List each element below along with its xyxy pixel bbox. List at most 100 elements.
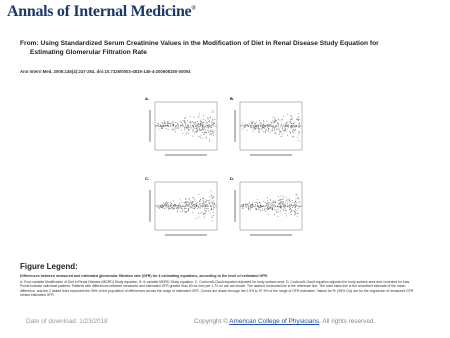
scatter-dot — [262, 126, 263, 128]
scatter-dot — [208, 130, 209, 132]
scatter-dot — [280, 211, 282, 213]
scatter-dot — [195, 126, 197, 127]
scatter-dot — [287, 128, 289, 130]
scatter-dot — [192, 208, 194, 210]
scatter-dot — [211, 133, 213, 134]
scatter-dot — [198, 126, 200, 128]
scatter-dot — [286, 125, 288, 127]
scatter-dot — [195, 123, 197, 125]
scatter-dot — [268, 202, 270, 204]
scatter-dot — [257, 203, 258, 204]
scatter-dot — [188, 129, 190, 131]
scatter-dot — [177, 206, 179, 208]
publisher-link[interactable]: American College of Physicians — [229, 318, 320, 325]
scatter-dot — [199, 126, 201, 128]
scatter-dot — [272, 130, 274, 131]
scatter-dot — [168, 123, 170, 125]
scatter-dot — [164, 122, 166, 124]
scatter-dot — [212, 202, 214, 204]
scatter-dot — [284, 128, 286, 130]
scatter-dot — [262, 127, 264, 128]
scatter-dot — [279, 131, 281, 133]
scatter-dot — [178, 124, 180, 126]
scatter-dot — [173, 127, 175, 129]
scatter-dot — [262, 127, 264, 129]
scatter-dot — [252, 206, 254, 208]
scatter-dot — [290, 212, 291, 213]
scatter-dot — [256, 127, 258, 129]
scatter-dot — [198, 130, 200, 131]
panel: D. — [230, 176, 303, 236]
scatter-dot — [263, 119, 265, 121]
scatter-dot — [273, 121, 275, 123]
scatter-dot — [251, 207, 253, 209]
r2-box — [244, 222, 270, 226]
scatter-dot — [187, 208, 189, 210]
scatter-dot — [251, 121, 253, 123]
scatter-dot — [291, 207, 293, 209]
scatter-dot — [160, 126, 162, 128]
scatter-dot — [212, 132, 214, 134]
scatter-dot — [161, 121, 163, 123]
scatter-dot — [196, 124, 198, 126]
scatter-dot — [198, 123, 200, 125]
scatter-dot — [202, 124, 204, 126]
scatter-dot — [213, 202, 215, 203]
scatter-dot — [284, 127, 286, 129]
scatter-dot — [180, 208, 182, 210]
scatter-dot — [292, 131, 293, 133]
scatter-dot — [172, 121, 174, 123]
scatter-dot — [159, 124, 161, 126]
scatter-dot — [189, 197, 191, 199]
scatter-dot — [193, 201, 194, 203]
scatter-dot — [263, 130, 265, 132]
scatter-dot — [195, 131, 197, 133]
citation: Ann Intern Med. 2006;145(4):247-254. doi… — [20, 69, 191, 74]
scatter-dot — [211, 194, 213, 196]
scatter-dot — [163, 125, 165, 126]
scatter-dot — [187, 201, 189, 203]
scatter-dot — [209, 203, 211, 205]
scatter-dot — [191, 128, 193, 130]
scatter-dot — [176, 122, 178, 124]
scatter-dot — [242, 207, 244, 209]
scatter-dot — [172, 200, 174, 202]
scatter-dot — [281, 126, 283, 128]
scatter-dot — [296, 202, 298, 204]
scatter-dot — [196, 132, 198, 133]
scatter-dot — [284, 130, 286, 132]
scatter-dot — [294, 121, 296, 123]
scatter-dot — [171, 121, 173, 123]
scatter-dot — [212, 119, 214, 121]
panel-label: A. — [145, 96, 149, 101]
scatter-dot — [275, 209, 277, 211]
scatter-dot — [212, 197, 214, 199]
scatter-dot — [266, 121, 268, 123]
scatter-dot — [288, 198, 290, 200]
scatter-dot — [205, 123, 207, 125]
scatter-dot — [207, 118, 209, 120]
scatter-dot — [294, 211, 296, 213]
scatter-dot — [256, 208, 258, 210]
scatter-dot — [211, 127, 213, 129]
scatter-dot — [190, 207, 192, 209]
scatter-dot — [189, 121, 191, 123]
scatter-dot — [192, 135, 194, 137]
scatter-dot — [244, 124, 246, 126]
scatter-dot — [289, 204, 291, 206]
scatter-dot — [186, 201, 188, 203]
scatter-dot — [209, 133, 211, 135]
scatter-dot — [278, 128, 280, 130]
scatter-dot — [292, 117, 293, 119]
scatter-dot — [165, 202, 167, 204]
scatter-dot — [257, 206, 259, 207]
scatter-dot — [210, 202, 212, 204]
scatter-dot — [258, 208, 260, 210]
scatter-dot — [269, 124, 271, 126]
scatter-dot — [278, 206, 280, 208]
scatter-dot — [274, 132, 276, 134]
scatter-dot — [246, 124, 248, 126]
scatter-dot — [166, 201, 168, 203]
scatter-dot — [185, 123, 187, 125]
scatter-dot — [208, 121, 210, 123]
